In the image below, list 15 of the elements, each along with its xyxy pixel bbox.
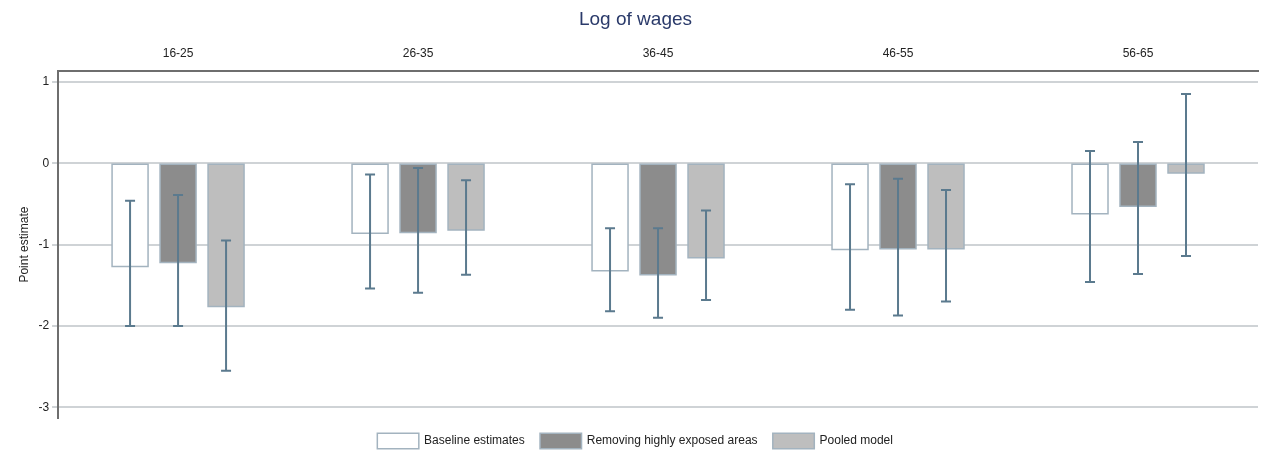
x-tick-label: 46-55 — [882, 46, 914, 61]
legend-label: Baseline estimates — [424, 433, 525, 448]
y-tick-label: -3 — [38, 399, 50, 414]
x-tick-label: 56-65 — [1122, 46, 1154, 61]
x-tick-label: 26-35 — [402, 46, 434, 61]
chart-title: Log of wages — [578, 7, 693, 29]
y-tick-label: -2 — [38, 318, 50, 333]
legend-label: Removing highly exposed areas — [586, 433, 758, 448]
y-axis-title: Point estimate — [16, 206, 31, 283]
y-tick-label: -1 — [38, 236, 50, 251]
y-tick-label: 0 — [42, 155, 50, 170]
x-tick-label: 16-25 — [162, 46, 194, 61]
legend-label: Pooled model — [819, 433, 893, 448]
y-tick-label: 1 — [42, 74, 50, 89]
x-tick-label: 36-45 — [642, 46, 674, 61]
